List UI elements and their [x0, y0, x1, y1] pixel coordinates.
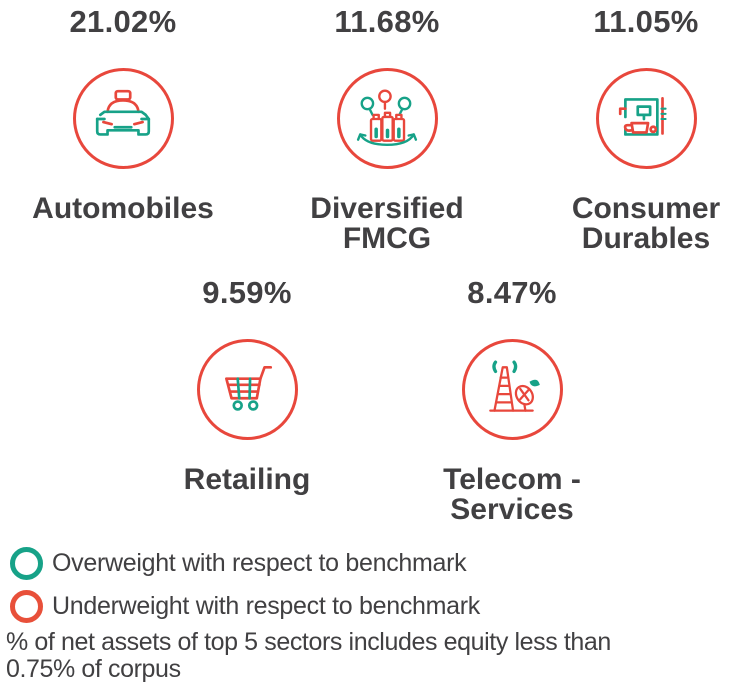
car-icon [95, 89, 151, 136]
legend-label: Overweight with respect to benchmark [52, 548, 467, 577]
sector-weight: 8.47% [467, 275, 557, 310]
telecom-tower-icon [489, 360, 540, 412]
sector-card-diversified-fmcg: 11.68% [271, 5, 503, 254]
sector-icon-ring [461, 339, 563, 440]
sector-card-retailing: 9.59% Retailing [131, 276, 363, 495]
shopping-cart-icon [225, 365, 273, 411]
sector-label: Automobiles [32, 192, 214, 225]
sector-icon-ring [196, 339, 298, 440]
sector-label: Retailing [183, 463, 311, 496]
coffee-machine-icon [618, 96, 667, 136]
footnote-line-1: % of net assets of top 5 sectors include… [6, 628, 611, 656]
sector-weight: 9.59% [202, 275, 292, 310]
legend: Overweight with respect to benchmark Und… [10, 546, 480, 632]
sector-label: Consumer Durables [571, 192, 721, 255]
sector-icon-ring [595, 68, 697, 169]
sector-icon-ring [72, 68, 174, 169]
legend-item-overweight: Overweight with respect to benchmark [10, 546, 480, 580]
sector-card-telecom-services: 8.47% Telecom - Services [396, 276, 628, 525]
sector-label: Diversified FMCG [310, 192, 464, 255]
sector-card-automobiles: 21.02% Automobiles [7, 5, 239, 224]
sector-icon-ring [336, 68, 438, 169]
sector-weight: 11.05% [593, 4, 699, 39]
legend-label: Underweight with respect to benchmark [52, 591, 480, 620]
sector-card-consumer-durables: 11.05% Consumer Durables [530, 5, 736, 254]
sector-label: Telecom - Services [443, 463, 581, 526]
underweight-ring-icon [10, 589, 43, 623]
footnote: % of net assets of top 5 sectors include… [6, 629, 611, 683]
footnote-line-2: 0.75% of corpus [6, 655, 181, 683]
legend-item-underweight: Underweight with respect to benchmark [10, 589, 480, 623]
fmcg-products-icon [356, 88, 418, 146]
overweight-ring-icon [10, 546, 43, 580]
sector-weight: 11.68% [334, 4, 440, 39]
sector-weight: 21.02% [69, 4, 177, 39]
